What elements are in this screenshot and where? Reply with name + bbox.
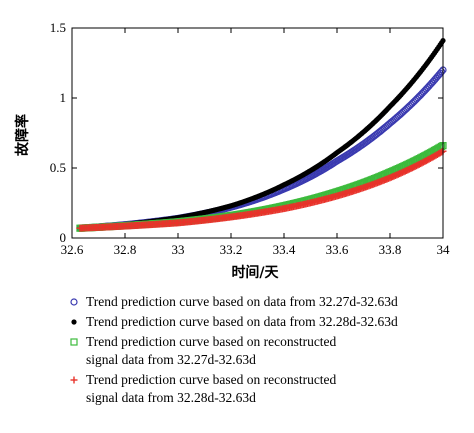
y-tick-label: 1.5: [50, 20, 66, 35]
x-tick-label: 33.4: [273, 242, 296, 257]
x-tick-label: 33.2: [220, 242, 243, 257]
series-1-point: [438, 68, 446, 76]
legend-label: signal data from 32.28d-32.63d: [86, 390, 256, 405]
x-tick-label: 32.6: [61, 242, 84, 257]
legend-label: Trend prediction curve based on reconstr…: [86, 334, 337, 349]
legend: Trend prediction curve based on data fro…: [70, 294, 398, 405]
x-tick-label: 33.6: [326, 242, 349, 257]
legend-marker: [70, 298, 78, 306]
legend-label: Trend prediction curve based on reconstr…: [86, 372, 337, 387]
y-axis-title: 故障率: [14, 114, 31, 156]
plot-frame: [71, 27, 444, 239]
legend-label: signal data from 32.27d-32.63d: [86, 352, 256, 367]
y-tick-label: 0.5: [50, 160, 66, 175]
legend-marker: [70, 376, 78, 384]
legend-label: Trend prediction curve based on data fro…: [86, 294, 398, 309]
legend-marker: [70, 338, 78, 346]
plot-area: [76, 38, 447, 232]
x-tick-label: 33.8: [379, 242, 402, 257]
legend-entry-3: Trend prediction curve based on reconstr…: [70, 334, 337, 367]
legend-label: Trend prediction curve based on data fro…: [86, 314, 398, 329]
legend-marker: [71, 319, 77, 325]
x-tick-label: 34: [437, 242, 451, 257]
legend-entry-1: Trend prediction curve based on data fro…: [70, 294, 398, 309]
x-tick-label: 32.8: [114, 242, 137, 257]
series-4: [76, 147, 447, 232]
axes: 32.6 32.8 33 33.2 33.4 33.6 33.8 34 0 0.5 1 1.5: [50, 20, 450, 257]
series-3: [76, 142, 447, 232]
x-axis-title: 时间/天: [231, 264, 279, 281]
legend-entry-2: Trend prediction curve based on data fro…: [71, 314, 398, 329]
y-tick-label: 0: [60, 230, 67, 245]
series-2: [77, 38, 446, 231]
x-tick-label: 33: [172, 242, 185, 257]
y-tick-label: 1: [60, 90, 67, 105]
series-4-point: [438, 148, 446, 156]
legend-entry-4: Trend prediction curve based on reconstr…: [70, 372, 337, 405]
